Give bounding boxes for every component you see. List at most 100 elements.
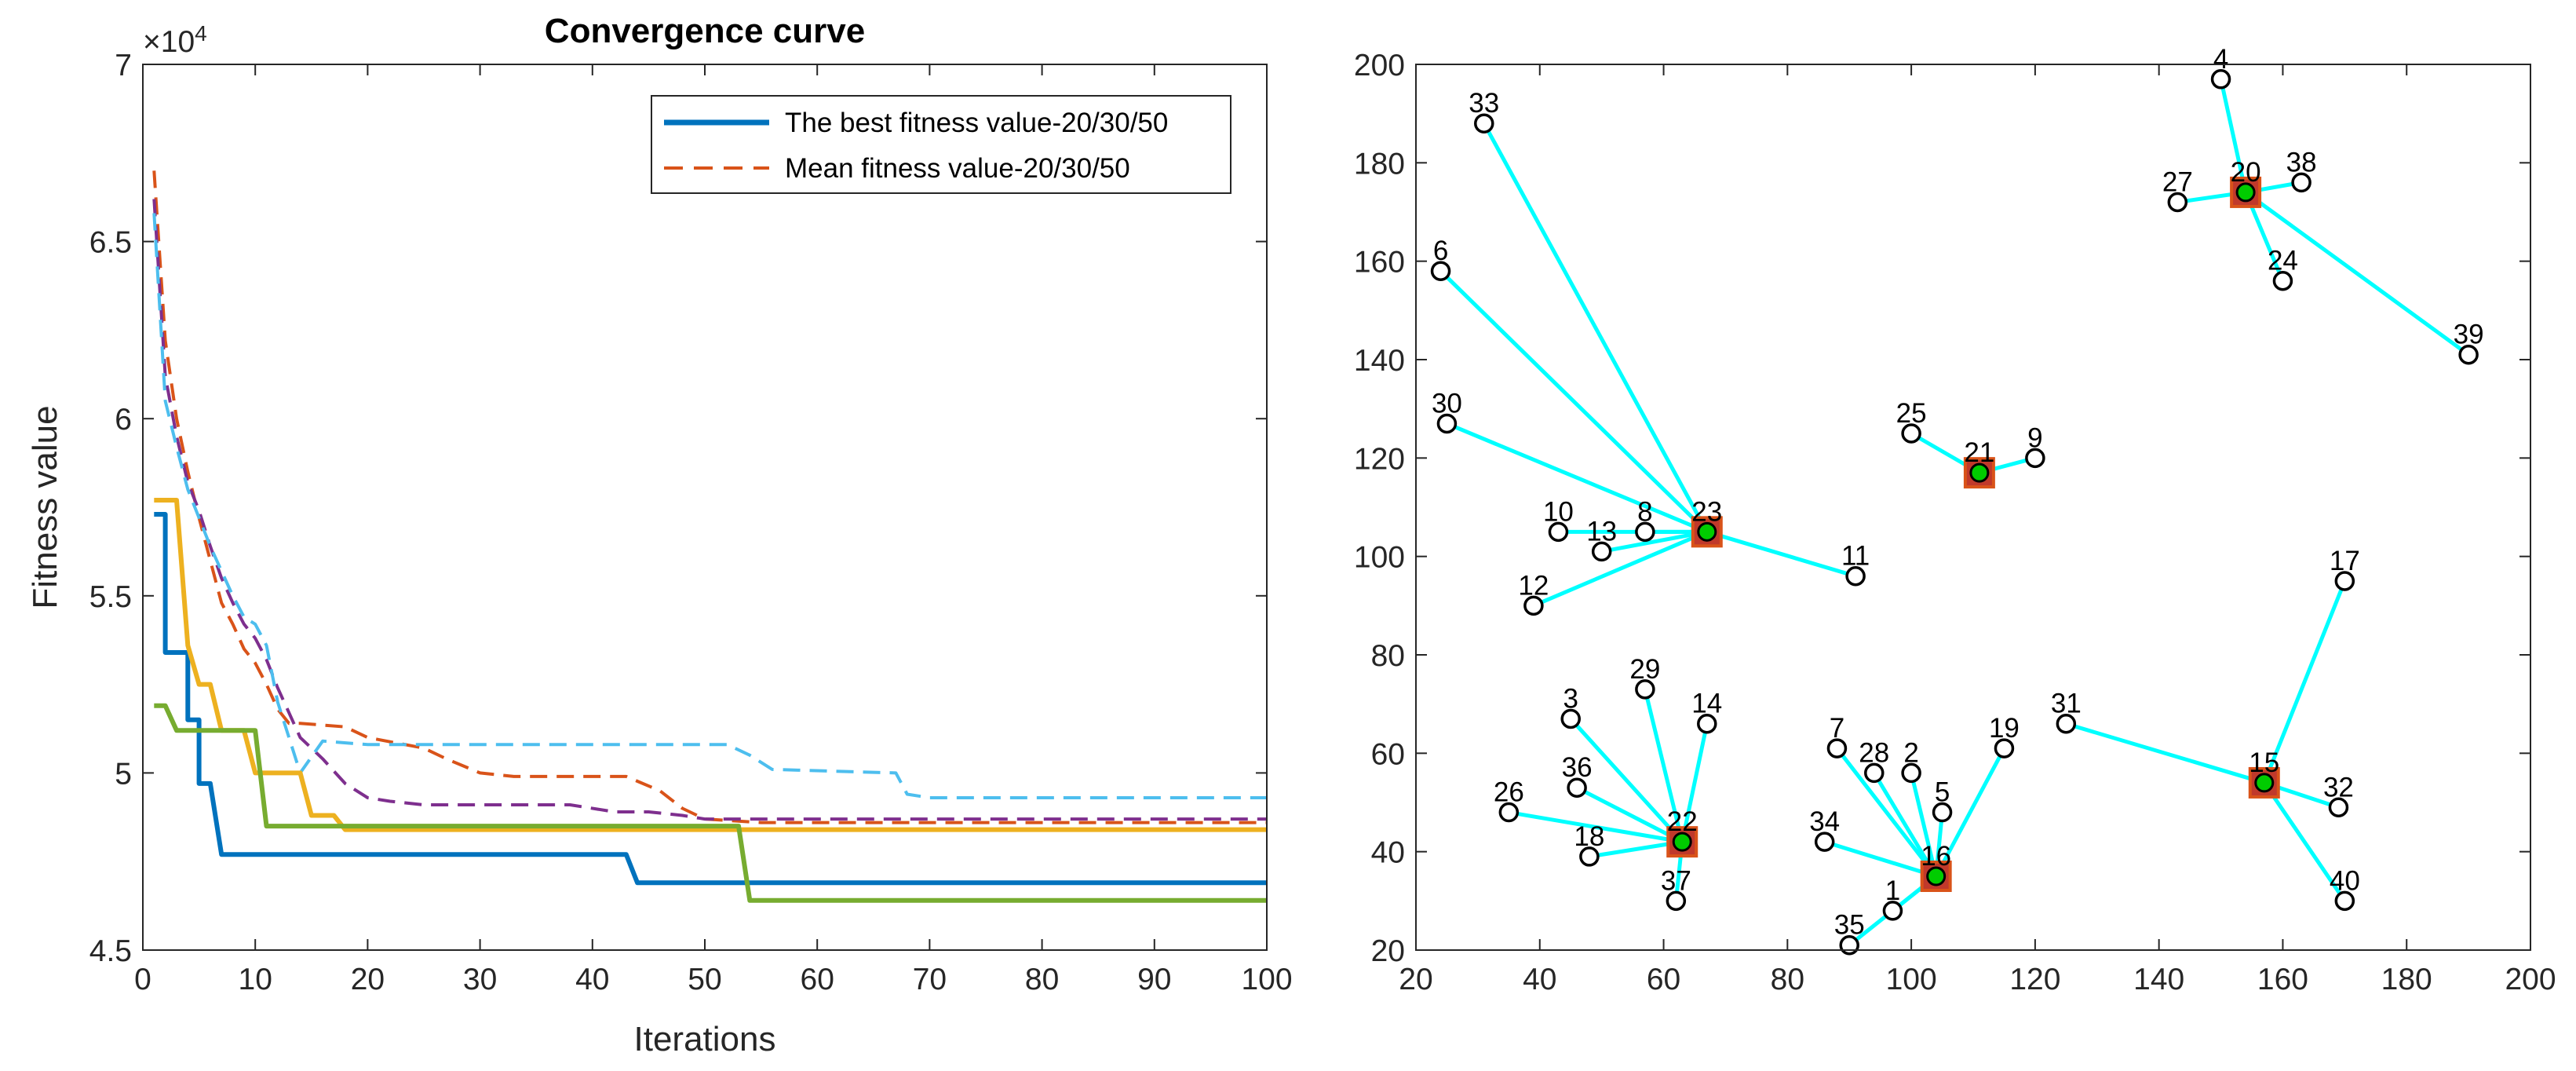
edge-16-2 xyxy=(1909,772,1939,877)
node-label-35: 35 xyxy=(1834,910,1865,941)
node-label-21: 21 xyxy=(1964,437,1994,468)
node-label-31: 31 xyxy=(2051,689,2082,719)
series-line-mean-30 xyxy=(152,199,1267,821)
node-label-4: 4 xyxy=(2213,44,2228,75)
node-label-9: 9 xyxy=(2027,422,2042,453)
node-marker-37 xyxy=(1666,890,1687,912)
edge-20-4 xyxy=(2219,79,2248,193)
y-tick-label: 7 xyxy=(115,49,132,82)
series-line-best-20 xyxy=(154,512,1267,886)
node-marker-40 xyxy=(2334,890,2355,912)
series-line-best-50 xyxy=(154,703,1267,903)
node-marker-34 xyxy=(1814,832,1835,852)
node-marker-8 xyxy=(1635,521,1655,543)
center-dot-15 xyxy=(2254,773,2275,793)
x-tick-label: 180 xyxy=(2381,963,2432,996)
node-label-39: 39 xyxy=(2454,320,2484,350)
chart-title: Convergence curve xyxy=(545,12,865,50)
cluster-ticks: 20 40 60 80 100 120 140 160 180 20020406080100120… xyxy=(1354,49,2556,996)
node-label-40: 40 xyxy=(2330,865,2360,896)
node-label-14: 14 xyxy=(1691,689,1722,719)
edge-16-7 xyxy=(1835,747,1938,878)
node-label-18: 18 xyxy=(1574,821,1604,852)
node-label-25: 25 xyxy=(1896,398,1927,429)
edge-23-30 xyxy=(1446,422,1708,534)
node-marker-6 xyxy=(1430,261,1451,281)
node-marker-4 xyxy=(2210,69,2231,90)
edge-15-17 xyxy=(2262,580,2347,784)
edge-22-36 xyxy=(1575,785,1684,844)
legend-label-best: The best fitness value-20/30/50 xyxy=(785,108,1168,138)
y-tick-label: 60 xyxy=(1371,737,1405,771)
clustering-chart: 1234567891011121314151617181920212223242… xyxy=(1354,44,2556,996)
node-marker-1 xyxy=(1882,901,1903,921)
edge-23-12 xyxy=(1532,530,1708,608)
node-marker-39 xyxy=(2458,344,2479,365)
x-tick-label: 70 xyxy=(913,963,947,996)
edge-22-14 xyxy=(1680,723,1709,843)
y-tick-label: 20 xyxy=(1371,934,1405,968)
edge-16-19 xyxy=(1934,747,2006,878)
node-label-28: 28 xyxy=(1859,737,1889,768)
node-label-15: 15 xyxy=(2249,748,2279,778)
edge-16-34 xyxy=(1823,839,1937,879)
x-tick-label: 100 xyxy=(1886,963,1937,996)
node-label-27: 27 xyxy=(2162,166,2193,197)
node-label-13: 13 xyxy=(1586,516,1617,546)
x-tick-label: 80 xyxy=(1025,963,1059,996)
x-tick-label: 60 xyxy=(1647,963,1680,996)
x-tick-label: 140 xyxy=(2133,963,2184,996)
node-marker-3 xyxy=(1560,708,1581,729)
plot-area xyxy=(143,64,1267,950)
x-tick-label: 90 xyxy=(1137,963,1171,996)
plot-frame xyxy=(1415,64,2531,951)
x-tick-label: 40 xyxy=(1523,963,1556,996)
node-label-30: 30 xyxy=(1432,388,1462,419)
y-tick-label: 40 xyxy=(1371,836,1405,870)
node-marker-7 xyxy=(1826,738,1848,758)
x-tick-label: 10 xyxy=(239,963,272,996)
node-marker-33 xyxy=(1474,113,1494,133)
convergence-series xyxy=(152,170,1267,903)
legend-box xyxy=(651,95,1231,194)
node-label-1: 1 xyxy=(1885,875,1900,906)
node-marker-12 xyxy=(1523,595,1544,616)
edge-20-39 xyxy=(2244,190,2470,356)
x-tick-label: 30 xyxy=(463,963,497,996)
node-marker-38 xyxy=(2291,172,2311,193)
node-marker-32 xyxy=(2328,797,2349,818)
node-label-7: 7 xyxy=(1830,713,1844,744)
node-label-19: 19 xyxy=(1989,713,2020,744)
y-exponent-label: ×104 xyxy=(143,21,207,59)
center-dot-23 xyxy=(1697,521,1717,542)
edge-23-33 xyxy=(1482,122,1709,533)
y-tick-label: 5.5 xyxy=(89,580,132,614)
x-tick-label: 160 xyxy=(2257,963,2308,996)
series-line-mean-50 xyxy=(152,213,1267,799)
node-label-8: 8 xyxy=(1637,496,1652,527)
x-tick-label: 50 xyxy=(688,963,721,996)
node-marker-17 xyxy=(2334,571,2355,591)
node-label-10: 10 xyxy=(1543,496,1574,527)
x-tick-label: 40 xyxy=(575,963,609,996)
node-label-23: 23 xyxy=(1691,496,1722,527)
y-tick-label: 6.5 xyxy=(89,226,132,260)
convergence-ticks: 0 10 20 30 40 50 60 70 80 90 100 4.5 5 5.5 6 6.5 7 xyxy=(89,49,1293,996)
node-label-32: 32 xyxy=(2323,772,2354,802)
x-tick-label: 100 xyxy=(1241,963,1292,996)
legend-label-mean: Mean fitness value-20/30/50 xyxy=(785,153,1130,184)
y-exponent-power: 4 xyxy=(195,21,207,46)
node-marker-27 xyxy=(2167,192,2188,213)
edge-15-31 xyxy=(2065,722,2265,785)
y-tick-label: 100 xyxy=(1354,541,1405,575)
node-label-6: 6 xyxy=(1433,236,1448,266)
node-marker-36 xyxy=(1567,777,1587,798)
y-tick-label: 6 xyxy=(115,403,132,437)
edge-15-40 xyxy=(2262,781,2347,902)
x-tick-label: 20 xyxy=(1399,963,1432,996)
y-tick-label: 160 xyxy=(1354,246,1405,280)
node-marker-18 xyxy=(1579,846,1600,867)
node-label-37: 37 xyxy=(1661,865,1691,896)
x-tick-label: 20 xyxy=(351,963,385,996)
node-marker-30 xyxy=(1436,413,1458,434)
